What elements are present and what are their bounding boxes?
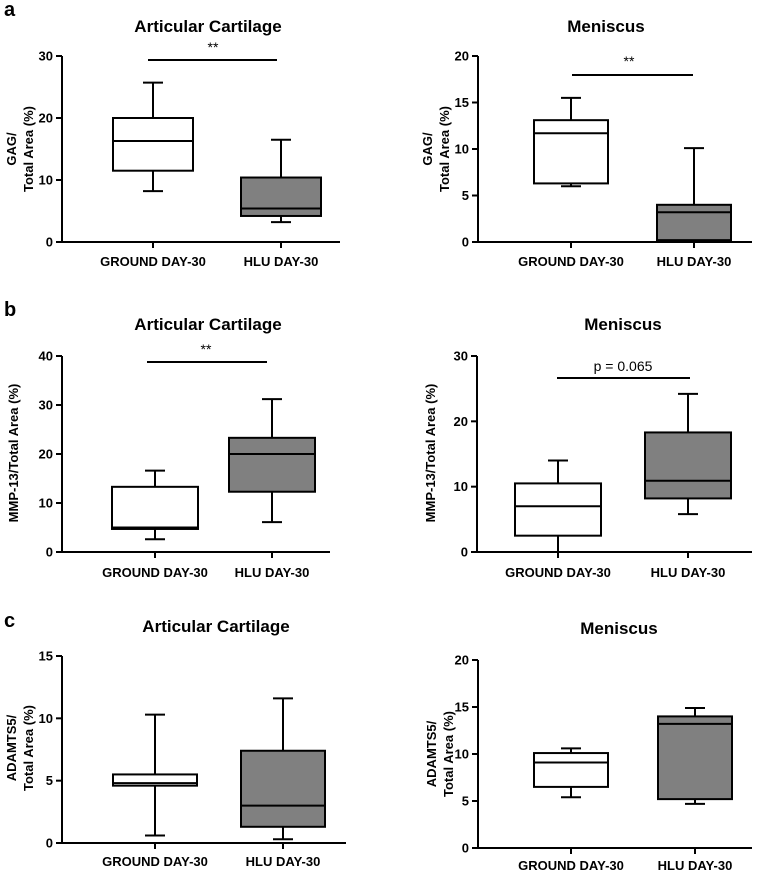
significance-label: **: [201, 341, 212, 357]
y-tick-label: 40: [39, 349, 53, 364]
box-iqr: [112, 773, 198, 787]
box-ground: [514, 459, 602, 553]
y-axis-label-line-2: Total Area (%): [21, 106, 36, 192]
x-category-label-ground: GROUND DAY-30: [100, 254, 206, 269]
y-tick-label: 30: [39, 49, 53, 64]
box-iqr: [656, 203, 732, 242]
y-tick-label: 30: [39, 398, 53, 413]
chart-c-meniscus: Meniscus ADAMTS5/ Total Area (%) GROUND …: [424, 619, 752, 873]
box-ground: [533, 747, 609, 799]
panel-letter-b: b: [4, 299, 16, 321]
x-category-label-hlu: HLU DAY-30: [244, 254, 319, 269]
box-iqr: [228, 436, 316, 493]
box-ground: [112, 81, 194, 193]
significance-label: **: [208, 39, 219, 55]
x-category-label-hlu: HLU DAY-30: [235, 565, 310, 580]
box-iqr: [514, 482, 602, 537]
box-hlu: [240, 697, 326, 841]
y-tick-label: 10: [455, 142, 469, 157]
y-axis-label-line-2: Total Area (%): [437, 106, 452, 192]
box-ground: [111, 469, 199, 541]
y-tick-label: 5: [462, 794, 469, 809]
chart-a-articular-cartilage: Articular Cartilage GAG/ Total Area (%) …: [4, 17, 340, 269]
box-ground: [112, 713, 198, 837]
chart-b-meniscus: Meniscus MMP-13/Total Area (%) GROUND DA…: [423, 315, 752, 580]
chart-title: Meniscus: [584, 315, 661, 334]
box-iqr: [111, 485, 199, 530]
y-tick-label: 5: [46, 773, 53, 788]
box-hlu: [644, 392, 732, 516]
y-axis-label-line-1: GAG/: [420, 132, 435, 166]
chart-title: Articular Cartilage: [134, 315, 281, 334]
y-tick-label: 10: [454, 479, 468, 494]
y-axis-label-line-2: Total Area (%): [21, 705, 36, 791]
chart-b-articular-cartilage: Articular Cartilage MMP-13/Total Area (%…: [6, 315, 330, 580]
y-tick-label: 0: [461, 545, 468, 560]
y-tick-label: 10: [39, 496, 53, 511]
y-tick-label: 0: [46, 836, 53, 851]
x-category-label-ground: GROUND DAY-30: [518, 254, 624, 269]
box-hlu: [240, 138, 322, 224]
y-tick-label: 15: [455, 95, 469, 110]
y-axis-label-line-1: MMP-13/Total Area (%): [6, 384, 21, 523]
y-axis-label-line-1: GAG/: [4, 132, 19, 166]
box-iqr: [657, 715, 733, 801]
box-hlu: [656, 147, 732, 243]
box-ground: [533, 96, 609, 188]
y-tick-label: 0: [462, 235, 469, 250]
panel-letter-c: c: [4, 610, 15, 632]
y-tick-label: 10: [39, 173, 53, 188]
box-iqr: [533, 119, 609, 185]
x-category-label-hlu: HLU DAY-30: [246, 854, 321, 869]
x-category-label-ground: GROUND DAY-30: [102, 565, 208, 580]
significance-label: p = 0.065: [594, 358, 653, 374]
x-category-label-hlu: HLU DAY-30: [657, 254, 732, 269]
x-category-label-ground: GROUND DAY-30: [518, 858, 624, 873]
box-iqr: [533, 752, 609, 788]
significance-label: **: [624, 53, 635, 69]
chart-title: Meniscus: [567, 17, 644, 36]
y-tick-label: 20: [39, 111, 53, 126]
y-axis-label-line-1: MMP-13/Total Area (%): [423, 384, 438, 523]
chart-c-articular-cartilage: Articular Cartilage ADAMTS5/ Total Area …: [4, 617, 346, 869]
box-iqr: [240, 749, 326, 828]
y-tick-label: 10: [455, 747, 469, 762]
chart-a-meniscus: Meniscus GAG/ Total Area (%) GROUND DAY-…: [420, 17, 752, 269]
y-tick-label: 0: [462, 841, 469, 856]
x-category-label-ground: GROUND DAY-30: [102, 854, 208, 869]
box-iqr: [644, 431, 732, 500]
y-axis-label-line-1: ADAMTS5/: [4, 714, 19, 781]
y-tick-label: 30: [454, 349, 468, 364]
y-tick-label: 20: [455, 653, 469, 668]
y-tick-label: 15: [39, 649, 53, 664]
chart-title: Articular Cartilage: [142, 617, 289, 636]
chart-title: Articular Cartilage: [134, 17, 281, 36]
y-axis-label-line-1: ADAMTS5/: [424, 720, 439, 787]
panel-letter-a: a: [4, 0, 16, 21]
y-axis-label-line-2: Total Area (%): [441, 711, 456, 797]
box-hlu: [657, 706, 733, 805]
y-tick-label: 0: [46, 235, 53, 250]
y-tick-label: 15: [455, 700, 469, 715]
y-tick-label: 20: [454, 414, 468, 429]
box-iqr: [240, 176, 322, 217]
box-hlu: [228, 398, 316, 524]
chart-title: Meniscus: [580, 619, 657, 638]
y-tick-label: 0: [46, 545, 53, 560]
y-tick-label: 20: [39, 447, 53, 462]
y-tick-label: 5: [462, 188, 469, 203]
x-category-label-hlu: HLU DAY-30: [651, 565, 726, 580]
x-category-label-ground: GROUND DAY-30: [505, 565, 611, 580]
box-iqr: [112, 117, 194, 172]
y-tick-label: 20: [455, 49, 469, 64]
y-tick-label: 10: [39, 711, 53, 726]
x-category-label-hlu: HLU DAY-30: [658, 858, 733, 873]
